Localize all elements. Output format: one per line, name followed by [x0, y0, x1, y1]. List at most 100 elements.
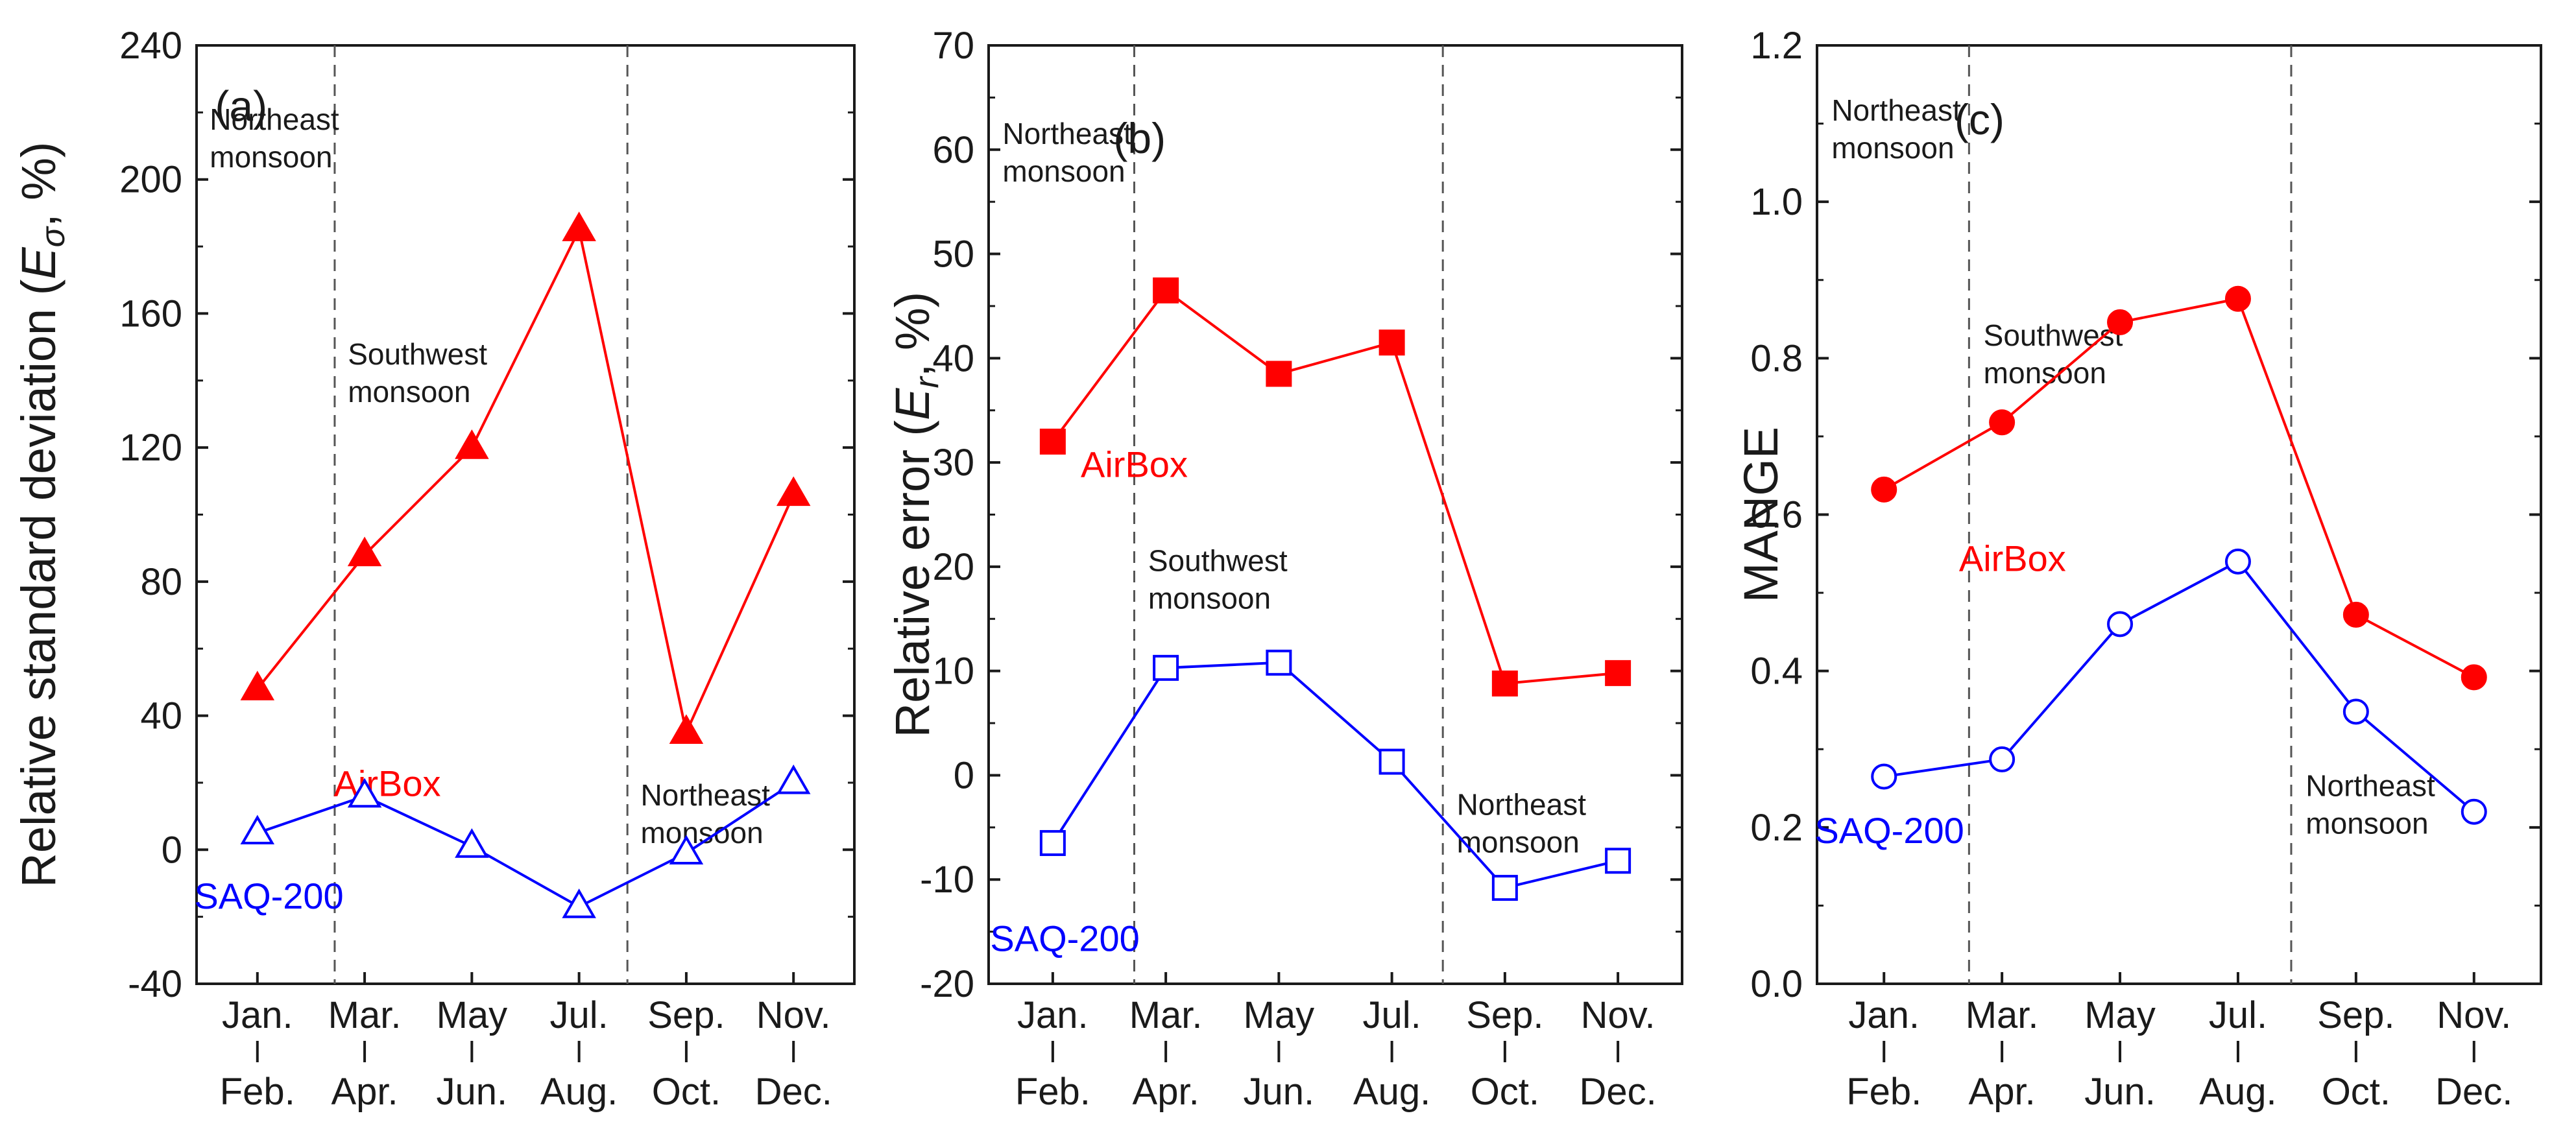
data-point-airbox [1153, 277, 1179, 304]
x-category-label-bottom: Oct. [2322, 1071, 2390, 1113]
data-point-airbox [1605, 660, 1631, 686]
y-axis-title-symbol: E [12, 246, 66, 280]
y-tick-label: 240 [119, 25, 182, 67]
data-point-airbox [776, 476, 811, 506]
x-category-label-top: May [2084, 994, 2156, 1036]
season-label-line2: monsoon [1002, 154, 1125, 188]
series-line-saq-200 [1052, 661, 1619, 890]
data-point-saq-200 [240, 815, 275, 845]
y-tick-label: 10 [932, 650, 974, 693]
data-point-saq-200 [776, 764, 811, 794]
x-category-label-top: Jul. [1362, 994, 1421, 1036]
season-label-line2: monsoon [210, 140, 332, 174]
y-axis-title-text: Relative standard deviation ( [12, 279, 66, 887]
y-tick-label: 0.4 [1750, 650, 1803, 693]
y-tick-label: 0.0 [1750, 963, 1803, 1005]
x-category-label-bottom: Apr. [1969, 1071, 2036, 1113]
x-category-label-top: Jan. [1848, 994, 1920, 1036]
x-category-label-top: Sep. [2317, 994, 2394, 1036]
x-category-label-bottom: Aug. [2199, 1071, 2276, 1113]
x-category-label-bottom: Dec. [755, 1071, 832, 1113]
y-tick-label: 200 [119, 159, 182, 201]
data-point-airbox [2461, 664, 2487, 691]
data-point-saq-200 [455, 828, 489, 858]
data-point-airbox [1871, 476, 1897, 503]
data-point-saq-200 [1491, 875, 1518, 901]
x-category-label-top: Jan. [1017, 994, 1089, 1036]
data-point-saq-200 [2224, 548, 2251, 575]
panel-2: 0.0 0.2 0.4 0.6 0.8 1.0 1.2 Jan. Feb. Mar. Apr. May… [1734, 25, 2542, 1113]
y-axis-title: MANGE [1734, 427, 1788, 602]
panel-0: -40 0 40 80 120 160 200 240 Jan. Feb. Mar. Apr. May J… [12, 25, 856, 1113]
x-category-label-bottom: Oct. [652, 1071, 721, 1113]
data-point-airbox [562, 211, 596, 241]
y-tick-label: 20 [932, 546, 974, 588]
series-line-saq-200 [1883, 560, 2475, 813]
series-line-airbox [1052, 289, 1619, 685]
data-point-saq-200 [1871, 763, 1897, 790]
y-axis-title-text: Relative error ( [885, 420, 939, 738]
x-category-label-bottom: Dec. [1579, 1071, 1656, 1113]
data-point-saq-200 [1378, 748, 1405, 775]
x-category-label-bottom: Jun. [1244, 1071, 1315, 1113]
y-tick-label: 40 [140, 695, 182, 737]
y-tick-label: 120 [119, 427, 182, 469]
data-point-airbox [2342, 601, 2369, 628]
data-point-saq-200 [2342, 698, 2369, 725]
data-point-airbox [1989, 409, 2016, 436]
x-category-label-top: May [437, 994, 508, 1036]
y-axis-title-text: MANGE [1734, 427, 1788, 602]
y-tick-label: 1.2 [1750, 25, 1803, 67]
x-category-label-top: Nov. [756, 994, 831, 1036]
series-label-airbox: AirBox [1959, 538, 2066, 578]
series-line-airbox [256, 226, 795, 737]
season-label-line1: Southwest [1148, 543, 1288, 577]
data-point-airbox [240, 671, 275, 700]
data-point-airbox [1039, 428, 1066, 455]
data-point-airbox [1266, 361, 1292, 387]
data-point-saq-200 [669, 835, 704, 865]
x-category-label-bottom: Feb. [1846, 1071, 1921, 1113]
x-category-label-bottom: Apr. [331, 1071, 398, 1113]
data-point-airbox [455, 429, 489, 459]
panel-1: -20 -10 0 10 20 30 40 50 60 70 Jan. Feb. Mar. Apr. May… [885, 25, 1683, 1113]
x-category-label-top: Nov. [2437, 994, 2511, 1036]
y-axis-title-subscript: r [908, 375, 946, 388]
data-point-airbox [1491, 670, 1518, 696]
series-label-airbox: AirBox [1081, 444, 1188, 485]
x-category-label-bottom: Oct. [1471, 1071, 1539, 1113]
season-label-line1: Northeast [1002, 117, 1132, 150]
season-label-line2: monsoon [1831, 131, 1954, 165]
series-line-saq-200 [257, 781, 795, 909]
y-tick-label: 0.2 [1750, 807, 1803, 849]
y-axis-title-symbol: E [885, 387, 939, 420]
season-label-line1: Northeast [1457, 788, 1587, 822]
x-category-label-bottom: Aug. [1353, 1071, 1430, 1113]
data-point-saq-200 [347, 778, 382, 808]
y-axis-title-subscript: σ [34, 226, 72, 247]
series-label-saq-200: SAQ-200 [1814, 810, 1964, 851]
y-axis-title-suffix: , %) [12, 141, 66, 227]
y-tick-label: 80 [140, 561, 182, 603]
series-label-saq-200: SAQ-200 [194, 875, 343, 916]
x-category-label-top: Nov. [1581, 994, 1655, 1036]
season-label-line1: Southwest [348, 337, 487, 371]
x-category-label-top: May [1244, 994, 1315, 1036]
data-point-saq-200 [1039, 829, 1066, 856]
x-category-label-bottom: Aug. [540, 1071, 618, 1113]
y-tick-label: 0.6 [1750, 494, 1803, 536]
y-tick-label: 40 [932, 337, 974, 379]
season-label-line2: monsoon [640, 816, 763, 850]
season-label-line2: monsoon [1457, 826, 1580, 859]
y-tick-label: 1.0 [1750, 181, 1803, 223]
season-label-line2: monsoon [2305, 807, 2428, 840]
series-label-airbox: AirBox [334, 763, 441, 804]
x-category-label-top: Jan. [222, 994, 293, 1036]
panel-label: (b) [1113, 114, 1166, 162]
y-tick-label: 0.8 [1750, 337, 1803, 379]
season-label-line1: Northeast [1831, 93, 1961, 127]
y-axis-title: Relative standard deviation (Eσ, %) [12, 141, 72, 887]
season-label-line1: Northeast [2305, 769, 2435, 803]
series-line-airbox [1883, 297, 2475, 679]
